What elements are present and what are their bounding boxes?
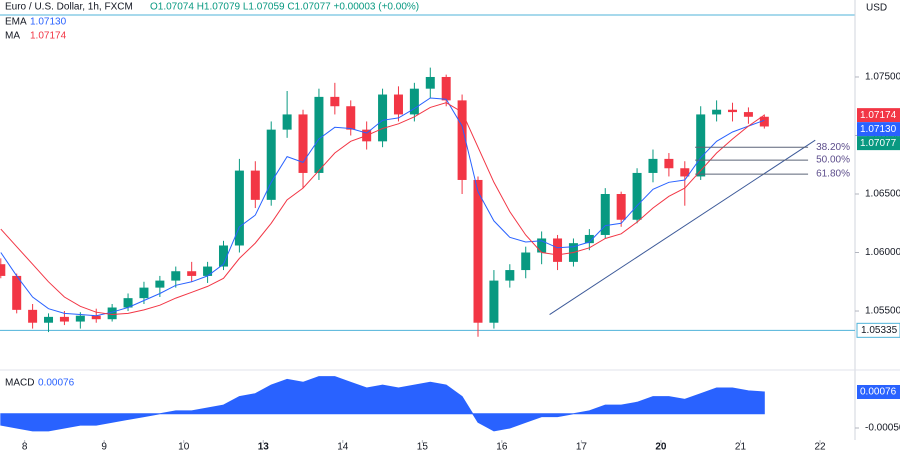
legend-name: EMA [5,17,27,28]
candle-body [393,94,403,115]
candle-body [330,96,340,107]
legend-name: MA [5,31,20,42]
y-tick-label: 1.07500 [865,72,900,83]
candle-body [584,234,594,244]
candle-body [441,76,451,101]
x-tick-label: 21 [735,442,747,452]
x-tick-label: 9 [101,442,107,452]
candle-body [680,168,690,177]
candle-body [28,309,38,323]
price-tag-label: 1.07174 [860,110,897,121]
legend-value: 1.07130 [30,17,67,28]
macd-title: MACD [5,378,34,389]
candle-body [44,316,54,323]
y-tick-label: 1.05500 [865,306,900,317]
macd-tag-label: 0.00076 [860,387,897,398]
candle-body [282,114,292,130]
support-label: 1.05335 [861,325,898,336]
candle-body [203,266,213,276]
y-tick-label: 1.06500 [865,189,900,200]
currency: USD [866,3,887,14]
candle-body [107,307,117,320]
ohlc-readout: O1.07074 H1.07079 L1.07059 C1.07077 +0.0… [150,2,419,13]
candle-body [59,316,69,322]
candle-body [759,116,769,127]
candle-body [616,194,626,220]
symbol-title: Euro / U.S. Dollar, 1h, FXCM [5,2,133,13]
price-tag [857,108,900,123]
x-tick-label: 20 [655,442,667,452]
candle-body [139,287,149,299]
x-tick-label: 14 [337,442,349,452]
trend-line [549,139,816,315]
candle-body [505,270,515,281]
candle-body [632,172,642,220]
x-tick-label: 17 [576,442,588,452]
candle-body [537,238,547,253]
candle-body [473,179,483,323]
x-tick-label: 8 [22,442,28,452]
candle-body [298,114,308,173]
candle-body [171,271,181,281]
candle-body [648,158,658,173]
candle-body [712,109,722,115]
x-tick-label: 22 [814,442,826,452]
candle-body [521,252,531,271]
candle-body [743,112,753,117]
candle-body [91,315,101,320]
legend-value: 1.07174 [30,31,67,42]
fib-label: 50.00% [816,155,850,166]
price-tag-label: 1.07077 [860,138,897,149]
candle-body [346,106,356,130]
y-tick-label: 1.06000 [865,247,900,258]
candle-body [378,94,388,142]
candle-body [314,96,324,173]
x-tick-label: 10 [178,442,190,452]
candle-body [664,158,674,169]
candle-body [425,76,435,89]
fib-label: 61.80% [816,169,850,180]
candle-body [75,315,85,322]
candle-body [0,264,6,276]
candle-body [218,245,228,267]
indicator-line [0,97,765,317]
indicator-line [0,102,765,316]
candle-body [123,298,133,308]
candle-body [234,170,244,246]
candle-body [728,109,738,113]
macd-value: 0.00076 [38,378,75,389]
candle-body [457,100,467,180]
candle-body [696,114,706,177]
candle-body [266,129,276,200]
macd-area [0,376,765,432]
fib-label: 38.20% [816,142,850,153]
candle-body [155,280,165,288]
price-tag-label: 1.07130 [860,124,897,135]
legend: EMA 1.07130 MA 1.07174 [5,17,67,42]
candle-body [187,271,197,276]
candle-body [409,88,419,115]
candle-body [250,170,260,200]
x-tick-label: 13 [258,442,270,452]
price-tag [857,122,900,137]
candle-body [489,280,499,323]
x-tick-label: 16 [496,442,508,452]
candle-body [600,194,610,235]
macd-tag [857,385,900,399]
support-tag [856,322,900,338]
candle-body [12,275,22,310]
price-tag [857,136,900,151]
candle-body [553,238,563,262]
x-tick-label: 15 [417,442,429,452]
